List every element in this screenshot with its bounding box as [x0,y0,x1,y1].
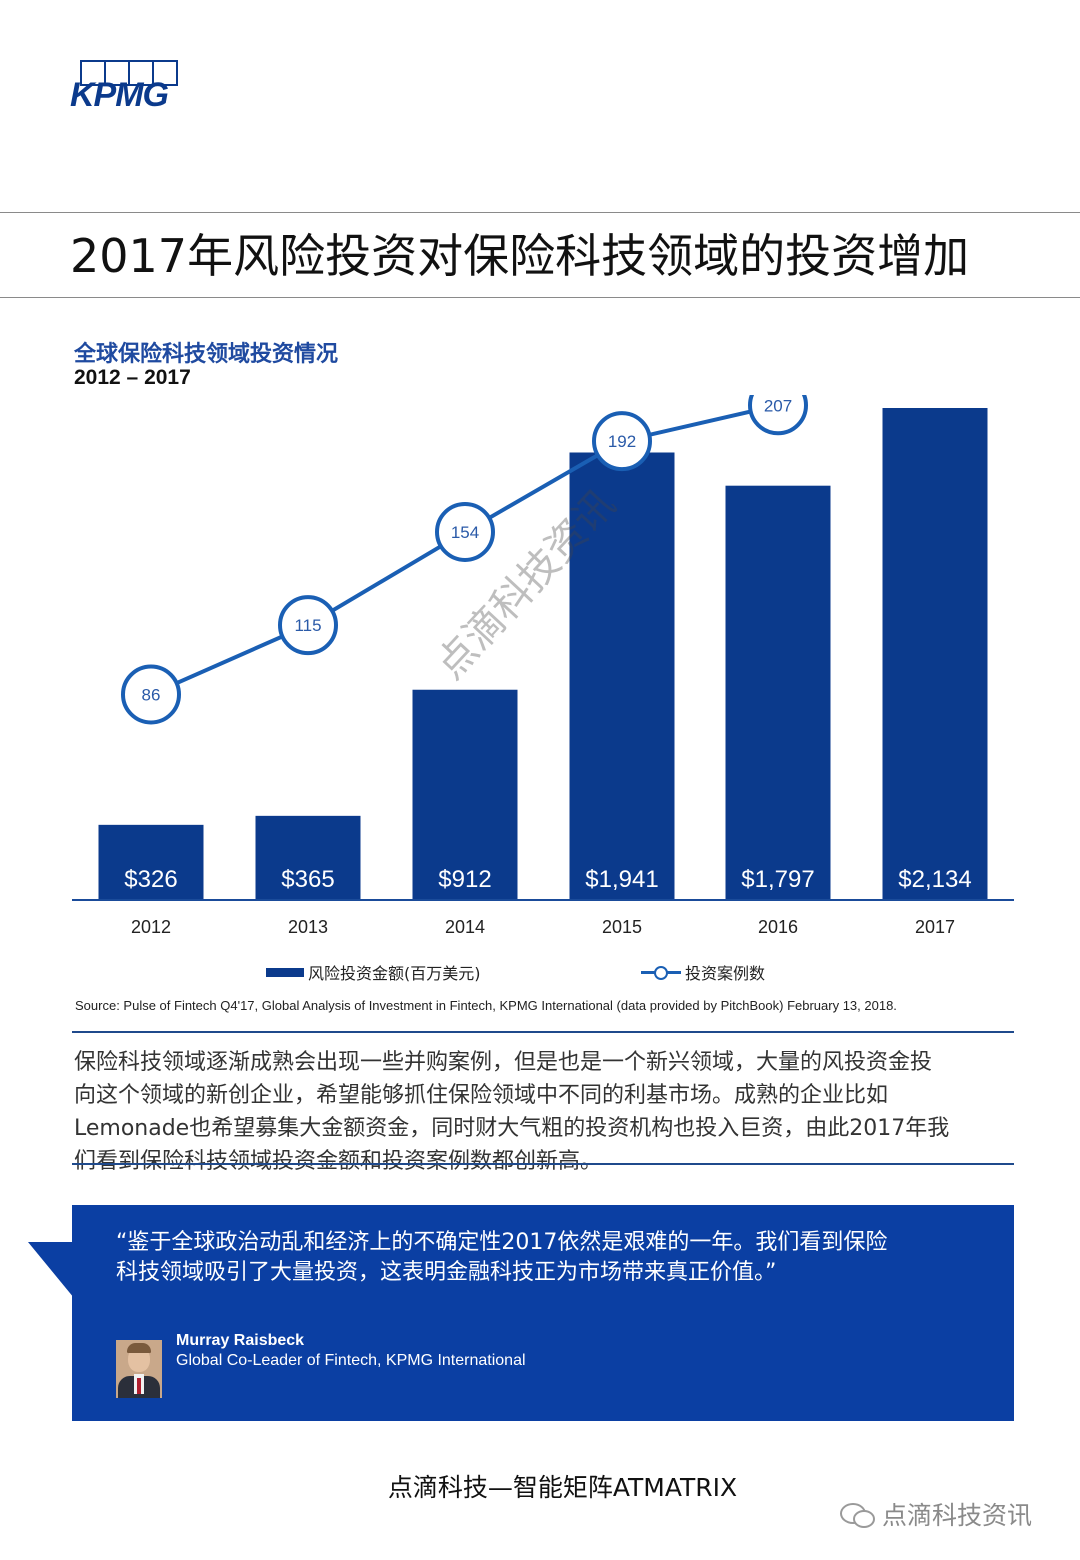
quote-text: “鉴于全球政治动乱和经济上的不确定性2017依然是艰难的一年。我们看到保险 科技… [116,1228,976,1288]
insurtech-investment-chart: $326 $365 $912 $1,941 $1,797 $2,134 2012 2013 20… [72,395,1014,937]
wechat-account: 点滴科技资讯 [840,1496,1032,1532]
deal-count-label: 115 [294,616,321,635]
deal-count-point [435,501,495,562]
bar-2014 [412,689,518,900]
quote-box [72,1205,1014,1421]
kpmg-logo-text: KPMG [70,76,169,114]
x-tick-label: 2014 [445,917,485,937]
chart-title: 全球保险科技领域投资情况 [74,342,339,367]
body-line: Lemonade也希望募集大金额资金，同时财大气粗的投资机构也投入巨资，由此20… [74,1116,950,1141]
kpmg-logo-boxes [80,60,178,86]
body-bottom-rule [72,1163,1014,1165]
bar-2012 [98,824,204,900]
quote-line: 科技领域吸引了大量投资，这表明金融科技正为市场带来真正价值。” [116,1260,777,1285]
quote-notch-shape [28,1242,74,1298]
chart-subtitle: 2012 – 2017 [74,366,191,389]
body-top-rule [72,1031,1014,1033]
legend-line-label: 投资案例数 [685,964,766,983]
quote-line: “鉴于全球政治动乱和经济上的不确定性2017依然是艰难的一年。我们看到保险 [116,1230,888,1255]
deal-count-label: 154 [451,523,479,542]
deal-count-label: 192 [608,432,636,451]
x-tick-label: 2015 [602,917,642,937]
bar-value-label: $2,134 [898,866,971,893]
x-tick-label: 2017 [915,917,955,937]
deal-count-point [592,411,652,472]
bar-value-label: $1,941 [585,866,658,893]
bar-2017 [882,408,988,900]
deal-count-point [278,595,338,656]
bar-2016 [725,485,831,900]
deal-count-label: 86 [142,685,161,704]
deal-count-label: 207 [764,396,792,415]
quote-author-role: Global Co-Leader of Fintech, KPMG Intern… [176,1352,526,1369]
bar-value-label: $365 [281,866,334,893]
body-line: 们看到保险科技领域投资金额和投资案例数都创新高。 [74,1149,603,1174]
wechat-icon [840,1501,875,1528]
avatar [116,1340,162,1398]
footer-brand: 点滴科技—智能矩阵ATMATRIX [387,1473,738,1502]
wechat-account-name: 点滴科技资讯 [882,1501,1033,1530]
x-tick-label: 2013 [288,917,328,937]
chart-source: Source: Pulse of Fintech Q4'17, Global A… [75,998,897,1013]
x-tick-label: 2012 [131,917,171,937]
legend-item-bar: 风险投资金额(百万美元) [266,960,481,984]
bar-2013 [255,815,361,900]
legend-item-line: 投资案例数 [641,960,765,984]
body-paragraph: 保险科技领域逐渐成熟会出现一些并购案例，但是也是一个新兴领域，大量的风投资金投 … [74,1046,1014,1178]
title-bottom-rule [0,297,1080,298]
title-top-rule [0,212,1080,213]
page-title: 2017年风险投资对保险科技领域的投资增加 [70,229,970,283]
bar-value-label: $326 [124,866,177,893]
kpmg-logo: KPMG [70,60,192,114]
deal-count-point [121,664,181,725]
bar-value-label: $912 [438,866,491,893]
x-tick-label: 2016 [758,917,798,937]
bar-2015 [569,452,675,900]
deal-count-point [748,395,808,436]
body-line: 保险科技领域逐渐成熟会出现一些并购案例，但是也是一个新兴领域，大量的风投资金投 [74,1050,933,1075]
body-line: 向这个领域的新创企业，希望能够抓住保险领域中不同的利基市场。成熟的企业比如 [74,1083,889,1108]
legend-bar-label: 风险投资金额(百万美元) [308,964,481,983]
legend-bar-swatch [266,967,304,977]
legend-line-swatch [641,966,681,980]
quote-author-name: Murray Raisbeck [176,1332,305,1349]
bar-value-label: $1,797 [741,866,814,893]
